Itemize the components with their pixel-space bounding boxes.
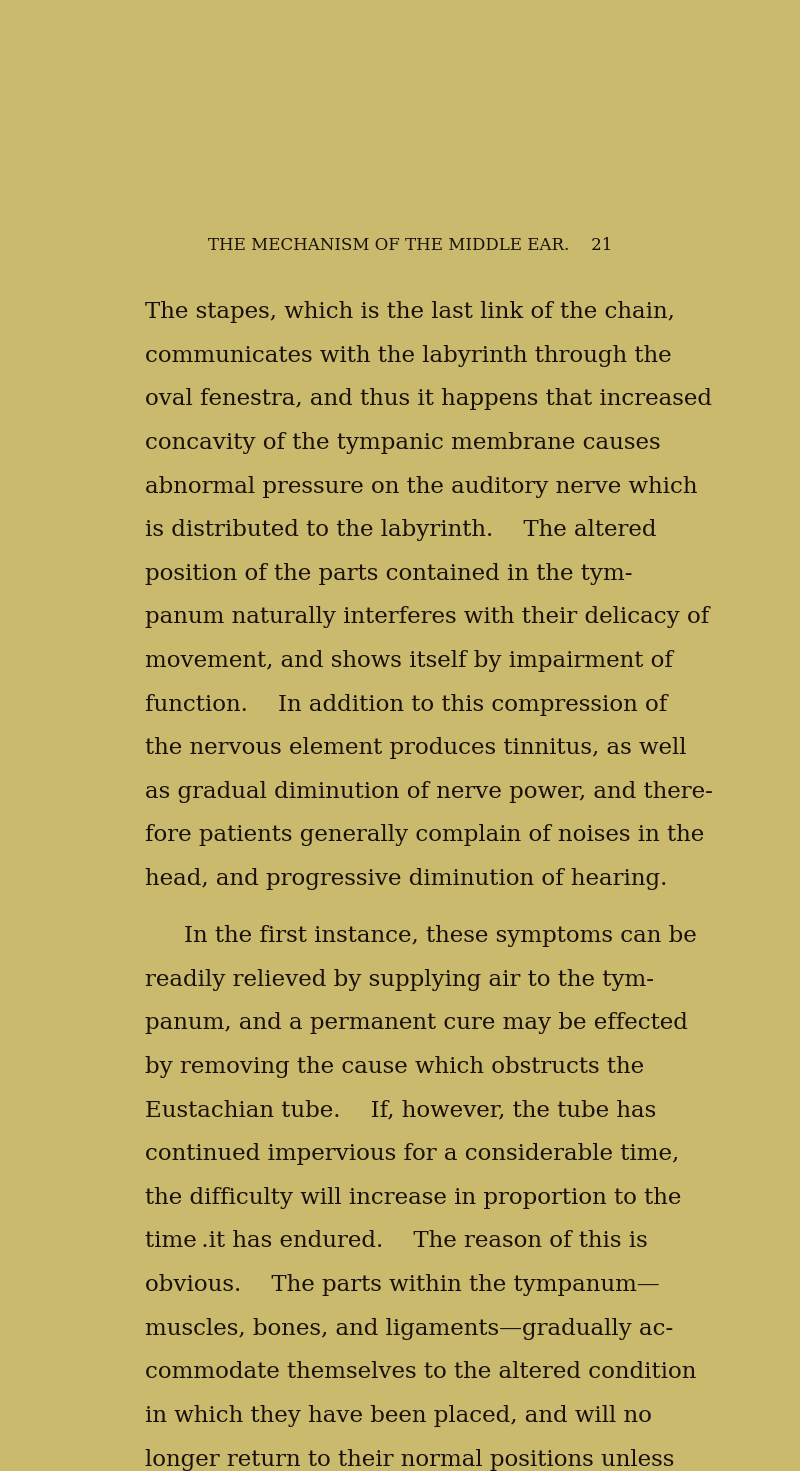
Text: by removing the cause which obstructs the: by removing the cause which obstructs th… — [145, 1056, 644, 1078]
Text: longer return to their normal positions unless: longer return to their normal positions … — [145, 1449, 674, 1471]
Text: readily relieved by supplying air to the tym-: readily relieved by supplying air to the… — [145, 969, 654, 991]
Text: commodate themselves to the altered condition: commodate themselves to the altered cond… — [145, 1361, 696, 1383]
Text: in which they have been placed, and will no: in which they have been placed, and will… — [145, 1405, 651, 1427]
Text: communicates with the labyrinth through the: communicates with the labyrinth through … — [145, 344, 671, 366]
Text: movement, ​and shows itself by impairment of: movement, ​and shows itself by impairmen… — [145, 650, 673, 672]
Text: THE MECHANISM OF THE MIDDLE EAR.  21: THE MECHANISM OF THE MIDDLE EAR. 21 — [208, 237, 612, 253]
Text: fore patients generally complain of noises in the: fore patients generally complain of nois… — [145, 824, 704, 846]
Text: In the first instance, these symptoms can be: In the first instance, these symptoms ca… — [184, 925, 697, 947]
Text: as gradual diminution of nerve power, and there-: as gradual diminution of nerve power, an… — [145, 781, 713, 803]
Text: time .it has endured.  The reason of this is: time .it has endured. The reason of this… — [145, 1230, 647, 1252]
Text: head, and progressive diminution of hearing.: head, and progressive diminution of hear… — [145, 868, 667, 890]
Text: Eustachian tube.  If, however, the tube has: Eustachian tube. If, however, the tube h… — [145, 1100, 656, 1122]
Text: the difficulty will increase in proportion to the: the difficulty will increase in proporti… — [145, 1187, 681, 1209]
Text: panum naturally interferes with their delicacy of: panum naturally interferes with their de… — [145, 606, 709, 628]
Text: abnormal pressure on the auditory nerve which: abnormal pressure on the auditory nerve … — [145, 475, 697, 497]
Text: concavity of the tympanic membrane causes: concavity of the tympanic membrane cause… — [145, 432, 660, 455]
Text: is distributed to the labyrinth.  The altered: is distributed to the labyrinth. The alt… — [145, 519, 656, 541]
Text: position of the parts contained in the tym-: position of the parts contained in the t… — [145, 563, 632, 585]
Text: The stapes, which is the last link of the chain,: The stapes, which is the last link of th… — [145, 302, 674, 324]
Text: panum, and a permanent cure may be effected: panum, and a permanent cure may be effec… — [145, 1012, 687, 1034]
Text: oval fenestra, and thus it happens that increased: oval fenestra, and thus it happens that … — [145, 388, 712, 410]
Text: obvious.  The parts within the tympanum—: obvious. The parts within the tympanum— — [145, 1274, 659, 1296]
Text: continued impervious for a considerable time,: continued impervious for a considerable … — [145, 1143, 679, 1165]
Text: function.  In addition to this compression of: function. In addition to this compressio… — [145, 694, 667, 715]
Text: muscles, bones, and ligaments—gradually ac-: muscles, bones, and ligaments—gradually … — [145, 1318, 673, 1340]
Text: the nervous element produces tinnitus, as well: the nervous element produces tinnitus, a… — [145, 737, 686, 759]
